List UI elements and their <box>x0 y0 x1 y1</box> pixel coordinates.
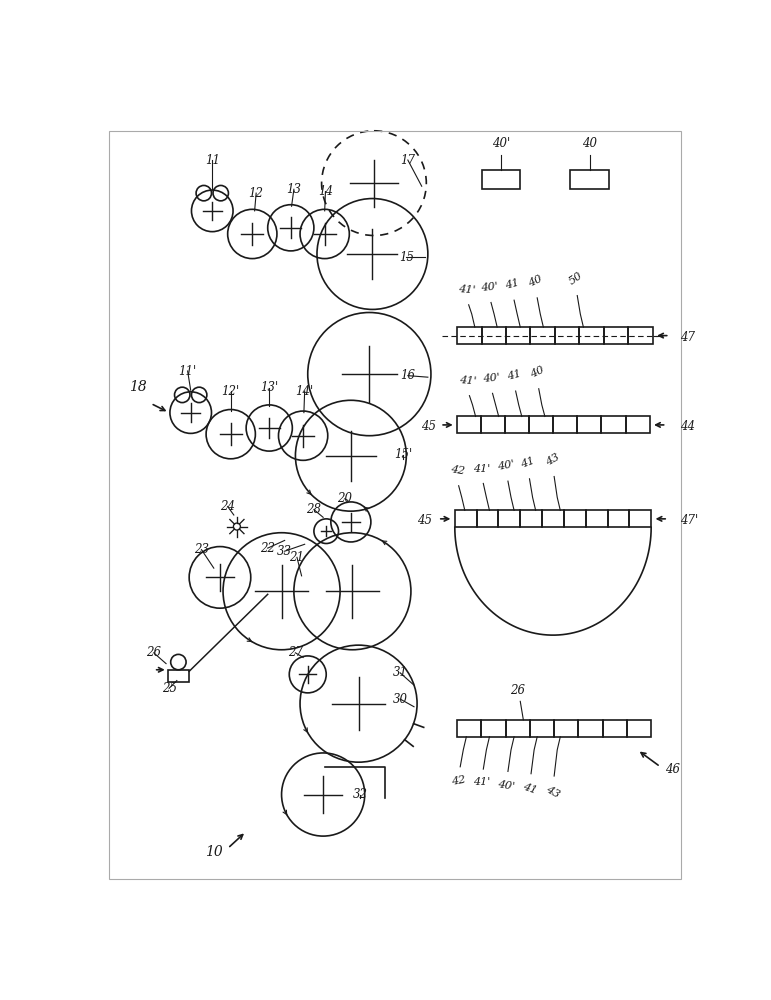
Bar <box>625 416 650 433</box>
Bar <box>530 327 555 344</box>
Text: 28: 28 <box>306 503 322 516</box>
Text: 13: 13 <box>286 183 301 196</box>
Bar <box>577 416 601 433</box>
Text: 26: 26 <box>510 684 526 698</box>
Bar <box>579 327 604 344</box>
Text: 40: 40 <box>582 137 597 150</box>
Text: 31: 31 <box>392 666 408 679</box>
Text: 42: 42 <box>449 464 465 477</box>
Bar <box>564 510 586 527</box>
Text: 26: 26 <box>146 646 161 659</box>
Text: 14': 14' <box>295 385 314 398</box>
Bar <box>571 170 609 189</box>
Text: 41: 41 <box>521 781 538 796</box>
Text: 40': 40' <box>497 779 516 792</box>
Text: 11: 11 <box>205 154 220 167</box>
Text: 41: 41 <box>520 455 537 470</box>
Text: 40: 40 <box>529 364 546 379</box>
Bar <box>506 720 530 737</box>
Bar <box>530 720 554 737</box>
Text: 45: 45 <box>417 514 433 527</box>
Text: 20: 20 <box>337 492 352 505</box>
Text: 46: 46 <box>665 763 680 776</box>
Text: 41': 41' <box>459 375 477 386</box>
Text: 41': 41' <box>473 777 490 787</box>
Text: 23: 23 <box>194 543 209 556</box>
Text: 27: 27 <box>288 646 303 659</box>
Bar <box>603 720 627 737</box>
Bar <box>608 510 629 527</box>
Text: 15': 15' <box>394 448 412 461</box>
Bar <box>601 416 625 433</box>
Bar <box>555 327 579 344</box>
Text: 18: 18 <box>129 380 146 394</box>
Text: 32: 32 <box>352 788 368 801</box>
Bar <box>457 327 482 344</box>
Text: 21: 21 <box>289 551 305 564</box>
Bar <box>520 510 542 527</box>
Bar <box>476 510 498 527</box>
Text: 24: 24 <box>221 500 235 513</box>
Text: 42: 42 <box>451 774 466 787</box>
Text: 33: 33 <box>277 545 292 558</box>
Text: 12': 12' <box>221 385 240 398</box>
Text: 30: 30 <box>392 693 408 706</box>
Text: 15: 15 <box>399 251 414 264</box>
Bar <box>505 416 530 433</box>
Text: 40': 40' <box>482 373 500 384</box>
Bar <box>542 510 564 527</box>
Text: 40': 40' <box>497 459 516 472</box>
Text: 25: 25 <box>162 682 177 695</box>
Text: 41: 41 <box>506 368 522 382</box>
Bar <box>578 720 603 737</box>
Text: 40: 40 <box>527 274 544 289</box>
Bar <box>455 510 476 527</box>
Bar <box>586 510 608 527</box>
Bar <box>482 327 506 344</box>
Text: 14: 14 <box>318 185 333 198</box>
Text: 43: 43 <box>544 784 561 800</box>
Text: 41': 41' <box>473 464 490 474</box>
Bar <box>629 510 651 527</box>
Text: 44: 44 <box>681 420 695 433</box>
Text: 11': 11' <box>179 365 197 378</box>
Bar <box>554 416 577 433</box>
Bar <box>627 720 651 737</box>
Bar <box>481 720 506 737</box>
Bar <box>554 720 578 737</box>
Text: 17: 17 <box>400 154 416 167</box>
Text: 47': 47' <box>681 514 699 527</box>
Bar <box>628 327 653 344</box>
Bar <box>530 416 554 433</box>
Text: 50: 50 <box>567 270 584 286</box>
Text: 41: 41 <box>504 278 520 291</box>
Bar <box>604 327 628 344</box>
Text: 41': 41' <box>458 284 476 296</box>
Bar <box>481 416 505 433</box>
Bar <box>457 720 481 737</box>
Text: 45: 45 <box>420 420 436 433</box>
Text: 47: 47 <box>681 331 695 344</box>
Text: 43: 43 <box>544 451 561 467</box>
Text: 22: 22 <box>260 542 275 555</box>
Text: 40': 40' <box>492 137 510 150</box>
Text: 13': 13' <box>260 381 278 394</box>
Bar <box>457 416 481 433</box>
Bar <box>498 510 520 527</box>
Bar <box>167 670 189 682</box>
Bar <box>482 170 520 189</box>
Text: 10: 10 <box>204 845 222 859</box>
Text: 16: 16 <box>400 369 416 382</box>
Bar <box>506 327 530 344</box>
Text: 40': 40' <box>480 282 499 293</box>
Text: 12: 12 <box>249 187 264 200</box>
